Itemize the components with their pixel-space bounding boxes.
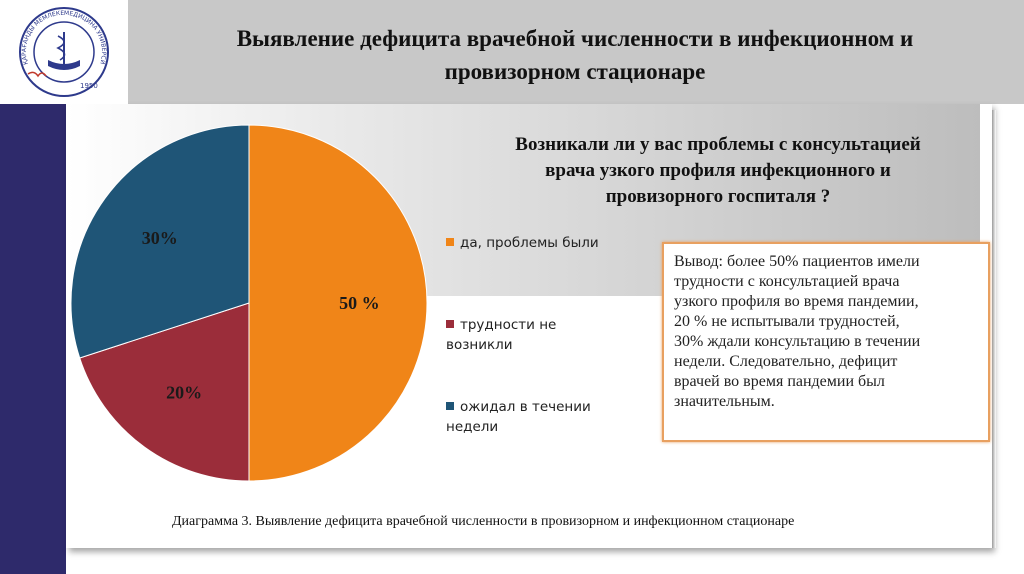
logo-container: ҚАРАҒАНДЫ МЕМЛЕКЕТТІК МЕДИЦИНА УНИВЕРСИТ… — [0, 0, 128, 104]
chart-title-line-1: Возникали ли у вас проблемы с консультац… — [515, 134, 921, 155]
legend-item-yes: да, проблемы были — [446, 233, 599, 253]
pie-label-no-difficulties: 20% — [166, 382, 202, 402]
conclusion-text: Вывод: более 50% пациентов имели труднос… — [674, 252, 980, 412]
conclusion-line: 30% ждали консультацию в течении — [674, 333, 921, 350]
page-title: Выявление дефицита врачебной численности… — [140, 22, 1010, 88]
conclusion-line: Вывод: более 50% пациентов имели — [674, 253, 920, 270]
conclusion-line: 20 % не испытывали трудностей, — [674, 313, 900, 330]
conclusion-line: врачей во время пандемии был — [674, 373, 885, 390]
legend-label-waited-2: недели — [446, 419, 499, 435]
conclusion-line: трудности с консультацией врача — [674, 273, 900, 290]
conclusion-line: узкого профиля во время пандемии, — [674, 293, 919, 310]
conclusion-line: значительным. — [674, 393, 775, 410]
conclusion-box: Вывод: более 50% пациентов имели труднос… — [662, 242, 990, 442]
page-title-line-2: провизорном стационаре — [444, 59, 706, 84]
pie-slice-waited — [70, 124, 250, 359]
chart-title-line-2: врача узкого профиля инфекционного и — [545, 160, 891, 181]
legend-swatch-no-difficulties — [446, 320, 454, 328]
pie-label-waited: 30% — [142, 228, 178, 248]
legend-swatch-waited — [446, 402, 454, 410]
logo-year: 1950 — [80, 82, 98, 90]
pie-label-yes: 50 % — [339, 293, 380, 313]
title-band — [128, 0, 1024, 104]
legend-label-yes: да, проблемы были — [460, 235, 599, 251]
panel-shadow — [992, 110, 996, 548]
legend-item-no-difficulties: трудности не возникли — [446, 315, 556, 355]
page-title-line-1: Выявление дефицита врачебной численности… — [236, 26, 914, 51]
legend-item-waited: ожидал в течении недели — [446, 397, 591, 437]
legend-label-no-difficulties-2: возникли — [446, 337, 513, 353]
chart-title: Возникали ли у вас проблемы с консультац… — [468, 132, 968, 210]
legend-swatch-yes — [446, 238, 454, 246]
pie-slice-yes — [248, 124, 428, 482]
legend-label-waited-1: ожидал в течении — [460, 399, 591, 415]
conclusion-line: недели. Следовательно, дефицит — [674, 353, 898, 370]
pie-slice-no-difficulties — [79, 302, 250, 482]
chart-title-line-3: провизорного госпиталя ? — [605, 186, 831, 207]
figure-caption: Диаграмма 3. Выявление дефицита врачебно… — [172, 514, 795, 529]
university-logo: ҚАРАҒАНДЫ МЕМЛЕКЕТТІК МЕДИЦИНА УНИВЕРСИТ… — [8, 4, 109, 97]
legend-label-no-difficulties-1: трудности не — [460, 317, 557, 333]
